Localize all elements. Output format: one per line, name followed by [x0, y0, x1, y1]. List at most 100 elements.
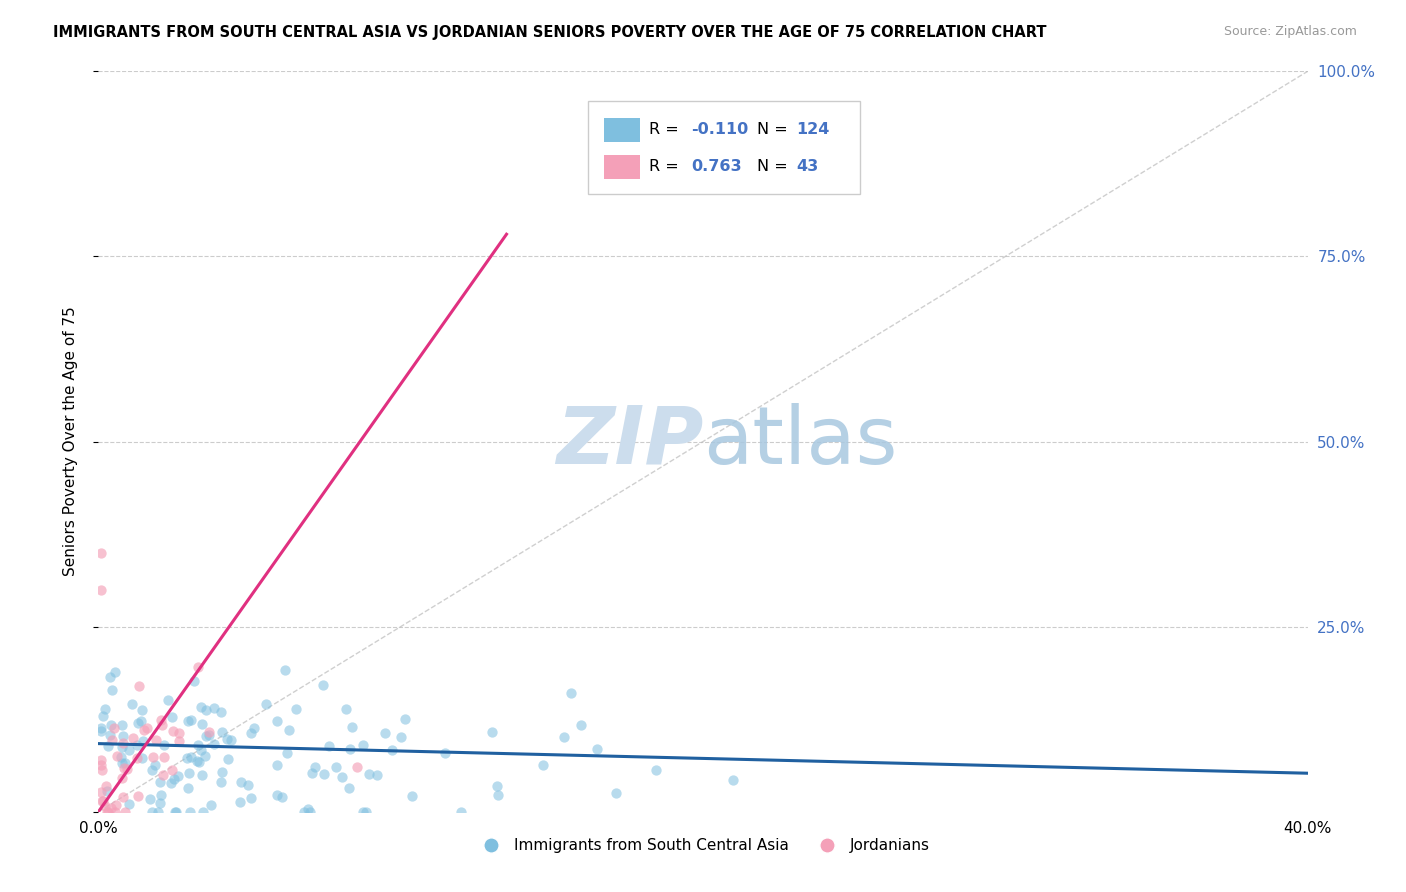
Text: Source: ZipAtlas.com: Source: ZipAtlas.com	[1223, 25, 1357, 38]
Point	[352, 738, 374, 752]
Point	[94, 798, 117, 813]
Point	[141, 805, 163, 819]
Point	[105, 748, 128, 763]
Point	[236, 778, 259, 792]
Point	[229, 775, 252, 789]
Point	[229, 795, 252, 809]
Point	[103, 721, 125, 735]
Point	[187, 660, 209, 674]
Point	[217, 752, 239, 766]
Point	[125, 738, 148, 752]
Point	[190, 699, 212, 714]
Point	[198, 725, 221, 739]
Point	[605, 786, 627, 800]
Point	[90, 758, 112, 772]
Point	[340, 720, 363, 734]
Text: R =: R =	[648, 122, 678, 137]
Point	[211, 705, 233, 719]
Point	[150, 717, 173, 731]
Point	[346, 760, 368, 774]
Point	[121, 731, 143, 746]
Point	[389, 731, 412, 745]
Point	[101, 733, 124, 747]
Point	[127, 751, 149, 765]
Point	[160, 764, 183, 778]
Point	[98, 729, 121, 743]
Point	[191, 767, 214, 781]
Point	[118, 743, 141, 757]
Point	[434, 746, 457, 760]
Text: -0.110: -0.110	[690, 122, 748, 137]
Point	[298, 805, 321, 819]
Point	[359, 766, 381, 780]
Legend: Immigrants from South Central Asia, Jordanians: Immigrants from South Central Asia, Jord…	[470, 832, 936, 860]
Point	[131, 751, 153, 765]
Point	[191, 716, 214, 731]
Point	[721, 773, 744, 788]
Text: 0.763: 0.763	[690, 160, 741, 174]
Point	[91, 794, 114, 808]
Point	[278, 723, 301, 737]
Point	[486, 779, 509, 793]
Point	[169, 726, 191, 740]
Point	[157, 693, 180, 707]
Text: ZIP: ZIP	[555, 402, 703, 481]
Point	[285, 702, 308, 716]
Point	[143, 758, 166, 772]
Point	[91, 794, 114, 808]
Point	[121, 697, 143, 711]
Point	[209, 774, 232, 789]
Point	[180, 713, 202, 727]
Point	[141, 763, 163, 777]
Point	[152, 750, 174, 764]
Point	[312, 678, 335, 692]
Point	[152, 768, 174, 782]
Point	[115, 762, 138, 776]
Text: 43: 43	[796, 160, 818, 174]
Point	[325, 760, 347, 774]
Point	[90, 721, 112, 735]
Point	[374, 726, 396, 740]
Point	[211, 765, 233, 780]
Point	[560, 686, 582, 700]
Point	[111, 729, 134, 743]
Point	[90, 723, 112, 738]
Point	[569, 718, 592, 732]
Point	[127, 789, 149, 804]
Point	[159, 776, 181, 790]
Point	[111, 736, 134, 750]
Point	[239, 791, 262, 805]
Point	[176, 714, 198, 728]
Point	[553, 730, 575, 744]
Point	[90, 753, 112, 767]
Point	[330, 770, 353, 784]
Point	[111, 718, 134, 732]
Point	[190, 743, 212, 757]
Point	[142, 750, 165, 764]
Point	[103, 665, 125, 680]
Point	[111, 789, 134, 804]
Point	[450, 805, 472, 819]
Point	[586, 742, 609, 756]
Point	[100, 801, 122, 815]
Point	[266, 789, 288, 803]
Point	[149, 775, 172, 789]
Point	[150, 713, 173, 727]
Text: N =: N =	[758, 160, 789, 174]
Point	[146, 805, 169, 819]
Point	[194, 703, 217, 717]
Point	[162, 724, 184, 739]
Text: atlas: atlas	[703, 402, 897, 481]
Point	[215, 732, 238, 747]
Point	[94, 702, 117, 716]
Point	[339, 742, 361, 756]
Y-axis label: Seniors Poverty Over the Age of 75: Seniors Poverty Over the Age of 75	[63, 307, 77, 576]
Point	[183, 673, 205, 688]
Point	[335, 702, 357, 716]
Point	[104, 805, 127, 819]
Point	[91, 708, 114, 723]
Point	[165, 805, 187, 819]
Point	[254, 697, 277, 711]
Point	[366, 767, 388, 781]
Point	[240, 725, 263, 739]
